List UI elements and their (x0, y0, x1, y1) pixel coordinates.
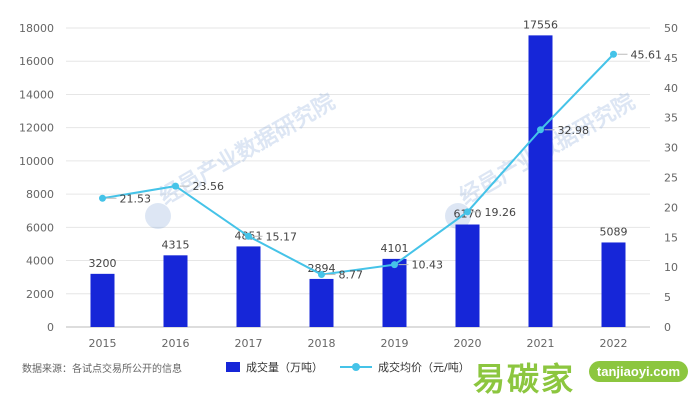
site-logo: 易碳家 tanjiaoyi.com (473, 354, 688, 398)
right-tick-label: 0 (664, 321, 671, 334)
watermark-logo-1 (145, 203, 171, 229)
bar-value-label: 17556 (523, 18, 558, 31)
price-point (99, 194, 106, 202)
price-line (102, 53, 615, 276)
price-value-label: 8.77 (339, 269, 364, 282)
left-tick-label: 8000 (26, 188, 54, 201)
price-point (245, 232, 252, 240)
left-axis: 0 2000 4000 6000 8000 10000 12000 14000 16000 180… (19, 22, 54, 334)
right-tick-label: 10 (664, 261, 678, 274)
right-tick-label: 35 (664, 112, 678, 125)
watermark: 经邑产业数据研究院 经邑产业数据研究院 (145, 89, 639, 229)
right-tick-label: 40 (664, 82, 678, 95)
logo-text: 易碳家 (473, 360, 576, 398)
legend-bar-swatch (226, 362, 240, 372)
price-point (391, 261, 398, 269)
right-tick-label: 30 (664, 142, 678, 155)
bar (90, 273, 115, 327)
right-tick-label: 15 (664, 231, 678, 244)
grid-lines (66, 27, 650, 328)
right-tick-label: 20 (664, 201, 678, 214)
left-tick-label: 14000 (19, 88, 54, 101)
right-axis: 0 5 10 15 20 25 30 35 40 45 50 (664, 22, 678, 334)
bar-value-label: 4101 (381, 242, 409, 255)
bar-value-label: 3200 (89, 257, 117, 270)
x-tick-label: 2019 (381, 337, 409, 350)
right-tick-label: 45 (664, 52, 678, 65)
bar-value-label: 5089 (600, 225, 628, 238)
left-tick-label: 0 (47, 321, 54, 334)
price-value-label: 19.26 (485, 206, 517, 219)
chart: 0 2000 4000 6000 8000 10000 12000 14000 16000 180… (19, 18, 678, 350)
price-value-label: 21.53 (120, 192, 152, 205)
bar-series (90, 35, 626, 327)
logo-badge: tanjiaoyi.com (588, 361, 688, 382)
price-value-label: 10.43 (412, 259, 444, 272)
price-point (610, 50, 617, 58)
x-tick-label: 2021 (527, 337, 555, 350)
line-labels: 21.53 23.56 15.17 8.77 10.43 19.26 32.98 45.61 (106, 48, 663, 282)
left-tick-label: 4000 (26, 255, 54, 268)
legend-label-price: 成交均价（元/吨） (378, 361, 470, 374)
price-value-label: 23.56 (193, 180, 225, 193)
x-axis: 2015 2016 2017 2018 2019 2020 2021 2022 (89, 337, 628, 350)
price-point (318, 271, 325, 279)
bar (236, 246, 261, 327)
bar (455, 224, 480, 327)
left-tick-label: 10000 (19, 155, 54, 168)
right-tick-label: 25 (664, 172, 678, 185)
right-tick-label: 5 (664, 291, 671, 304)
price-value-label: 15.17 (266, 230, 298, 243)
left-tick-label: 16000 (19, 55, 54, 68)
left-tick-label: 2000 (26, 288, 54, 301)
bar (528, 35, 553, 327)
left-tick-label: 12000 (19, 122, 54, 135)
left-tick-label: 6000 (26, 221, 54, 234)
price-point (172, 182, 179, 190)
legend-item-volume: 成交量（万吨） (226, 359, 323, 375)
x-tick-label: 2022 (600, 337, 628, 350)
x-tick-label: 2020 (454, 337, 482, 350)
legend: 数据来源：各试点交易所公开的信息 成交量（万吨） 成交均价（元/吨） (0, 357, 700, 379)
bar (601, 242, 626, 327)
legend-line-swatch (340, 362, 372, 372)
right-tick-label: 50 (664, 22, 678, 35)
bar (309, 278, 334, 327)
x-tick-label: 2016 (162, 337, 190, 350)
legend-label-volume: 成交量（万吨） (246, 361, 323, 374)
bar (163, 255, 188, 327)
price-value-label: 45.61 (631, 48, 663, 61)
legend-item-price: 成交均价（元/吨） (340, 359, 470, 375)
bar-value-label: 4315 (162, 238, 190, 251)
price-point (537, 126, 544, 134)
line-series (99, 50, 617, 279)
bar (382, 258, 407, 327)
x-tick-label: 2017 (235, 337, 263, 350)
price-point (464, 208, 471, 216)
x-tick-label: 2018 (308, 337, 336, 350)
price-value-label: 32.98 (558, 124, 590, 137)
source-note: 数据来源：各试点交易所公开的信息 (22, 364, 182, 375)
x-tick-label: 2015 (89, 337, 117, 350)
left-tick-label: 18000 (19, 22, 54, 35)
